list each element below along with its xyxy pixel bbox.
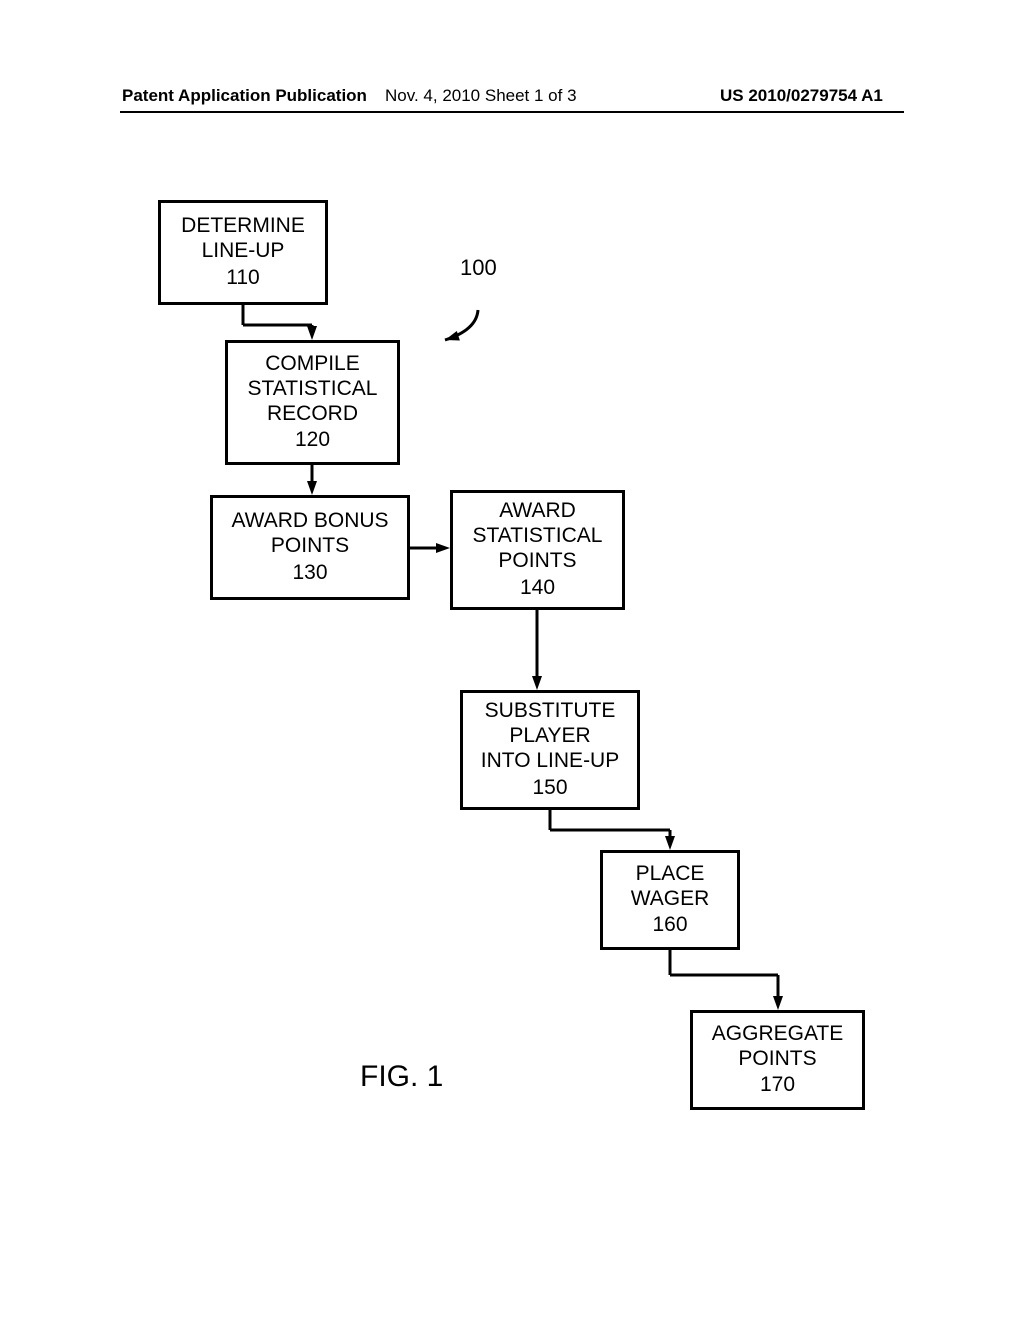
header-center: Nov. 4, 2010 Sheet 1 of 3 (385, 86, 577, 106)
edges-overlay (0, 0, 1024, 1320)
node-140-label: AWARDSTATISTICALPOINTS (473, 499, 603, 573)
node-130-num: 130 (292, 561, 327, 586)
header-left: Patent Application Publication (122, 86, 367, 106)
node-150-label: SUBSTITUTEPLAYERINTO LINE-UP (481, 699, 619, 773)
node-130: AWARD BONUSPOINTS 130 (210, 495, 410, 600)
node-160: PLACEWAGER 160 (600, 850, 740, 950)
node-150: SUBSTITUTEPLAYERINTO LINE-UP 150 (460, 690, 640, 810)
node-170-num: 170 (760, 1073, 795, 1098)
node-170-label: AGGREGATEPOINTS (712, 1022, 843, 1072)
node-110-num: 110 (226, 266, 259, 291)
node-140-num: 140 (520, 576, 555, 601)
figure-label: FIG. 1 (360, 1060, 443, 1094)
node-160-label: PLACEWAGER (631, 862, 710, 912)
page-container: Patent Application Publication Nov. 4, 2… (0, 0, 1024, 1320)
node-140: AWARDSTATISTICALPOINTS 140 (450, 490, 625, 610)
node-120-label: COMPILESTATISTICALRECORD (248, 352, 378, 426)
reference-100: 100 (460, 255, 497, 281)
node-110-label: DETERMINELINE-UP (181, 214, 305, 264)
header-right: US 2010/0279754 A1 (720, 86, 883, 106)
header-rule (0, 0, 1024, 1320)
node-170: AGGREGATEPOINTS 170 (690, 1010, 865, 1110)
node-150-num: 150 (532, 776, 567, 801)
node-120-num: 120 (295, 428, 330, 453)
node-160-num: 160 (652, 913, 687, 938)
node-110: DETERMINELINE-UP 110 (158, 200, 328, 305)
node-120: COMPILESTATISTICALRECORD 120 (225, 340, 400, 465)
node-130-label: AWARD BONUSPOINTS (231, 509, 388, 559)
